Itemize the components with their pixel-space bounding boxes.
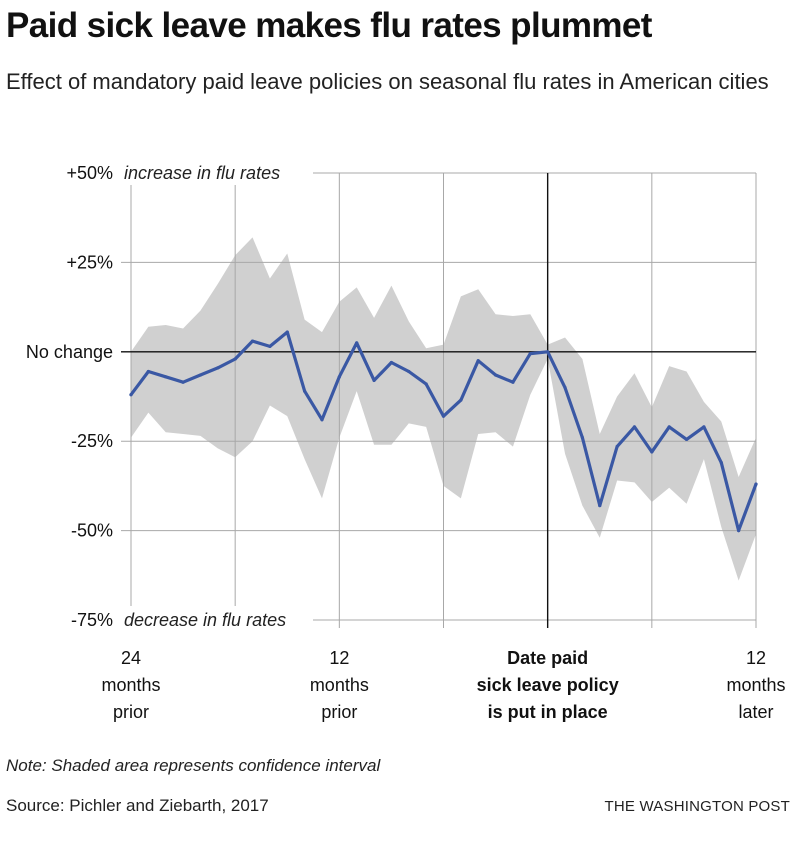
x-tick-label: months bbox=[726, 675, 785, 695]
x-tick-label: is put in place bbox=[488, 702, 608, 722]
x-tick-label: months bbox=[101, 675, 160, 695]
data-point bbox=[250, 339, 255, 343]
data-point bbox=[303, 389, 307, 393]
data-point bbox=[216, 366, 220, 370]
data-point bbox=[737, 529, 741, 533]
y-annotation: decrease in flu rates bbox=[124, 610, 286, 630]
x-tick-label: later bbox=[738, 702, 773, 722]
y-tick-label: No change bbox=[26, 342, 113, 362]
chart-note: Note: Shaded area represents confidence … bbox=[6, 756, 381, 775]
data-point bbox=[389, 360, 394, 365]
data-point bbox=[198, 373, 203, 377]
data-point bbox=[129, 393, 133, 397]
x-tick-label: prior bbox=[321, 702, 357, 722]
x-tick-label: months bbox=[310, 675, 369, 695]
data-point bbox=[684, 437, 689, 442]
y-tick-label: -50% bbox=[71, 521, 113, 541]
publisher-credit: THE WASHINGTON POST bbox=[604, 798, 790, 815]
data-point bbox=[424, 382, 428, 386]
data-point bbox=[268, 344, 272, 349]
data-point bbox=[563, 385, 567, 390]
y-tick-label: +25% bbox=[66, 252, 113, 272]
data-point bbox=[146, 369, 150, 374]
chart-source: Source: Pichler and Ziebarth, 2017 bbox=[6, 796, 269, 815]
chart-subtitle: Effect of mandatory paid leave policies … bbox=[6, 69, 769, 94]
x-tick-label: 12 bbox=[329, 648, 349, 668]
data-point bbox=[493, 373, 498, 377]
data-point bbox=[667, 425, 671, 429]
data-point bbox=[719, 461, 723, 465]
x-tick-label: 12 bbox=[746, 648, 766, 668]
data-point bbox=[598, 503, 602, 508]
data-point bbox=[355, 341, 359, 345]
data-point bbox=[372, 378, 376, 383]
annotation-backdrop bbox=[118, 159, 313, 185]
axis-labels: +50% increase in flu rates +25% No change -2… bbox=[26, 159, 786, 722]
data-point bbox=[320, 418, 324, 422]
data-point bbox=[528, 351, 532, 356]
data-point bbox=[181, 380, 185, 384]
data-point bbox=[407, 369, 411, 374]
x-tick-label: Date paid bbox=[507, 648, 588, 668]
data-point bbox=[511, 380, 515, 384]
y-tick-label: -25% bbox=[71, 431, 113, 451]
y-tick-label: +50% bbox=[66, 163, 113, 183]
data-point bbox=[459, 398, 463, 402]
data-point bbox=[546, 350, 550, 354]
x-tick-label: prior bbox=[113, 702, 149, 722]
data-point bbox=[337, 375, 341, 379]
annotation-backdrop bbox=[118, 606, 313, 632]
line-layer bbox=[129, 330, 758, 533]
data-point bbox=[702, 425, 706, 429]
data-point bbox=[476, 359, 480, 363]
x-tick-label: 24 bbox=[121, 648, 141, 668]
data-point bbox=[233, 357, 237, 361]
x-tick-label: sick leave policy bbox=[477, 675, 619, 695]
data-point bbox=[632, 425, 637, 429]
data-point bbox=[441, 414, 446, 418]
y-annotation: increase in flu rates bbox=[124, 163, 280, 183]
data-point bbox=[615, 444, 619, 449]
flu-rates-chart: +50% increase in flu rates +25% No change -2… bbox=[25, 159, 786, 722]
y-tick-label: -75% bbox=[71, 610, 113, 630]
data-point bbox=[580, 436, 584, 440]
data-point bbox=[285, 330, 289, 334]
data-point bbox=[650, 450, 654, 454]
data-point bbox=[754, 482, 758, 486]
data-point bbox=[164, 375, 168, 379]
chart-title: Paid sick leave makes flu rates plummet bbox=[6, 6, 652, 45]
